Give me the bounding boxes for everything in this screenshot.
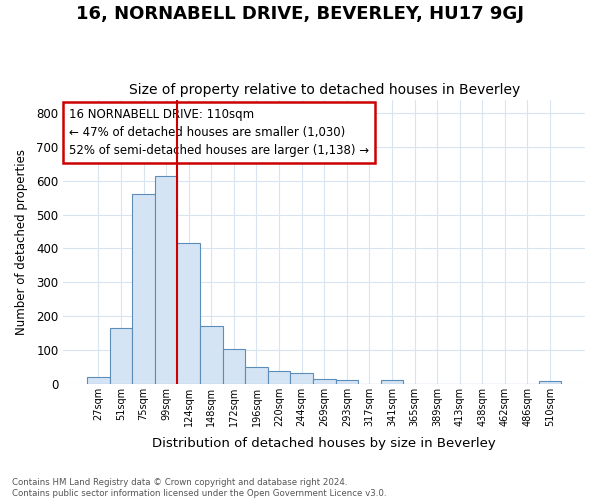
- Bar: [245, 367, 268, 384]
- X-axis label: Distribution of detached houses by size in Beverley: Distribution of detached houses by size …: [152, 437, 496, 450]
- Title: Size of property relative to detached houses in Beverley: Size of property relative to detached ho…: [128, 83, 520, 97]
- Bar: [380, 380, 403, 384]
- Bar: [223, 349, 245, 384]
- Bar: [110, 328, 133, 384]
- Text: 16, NORNABELL DRIVE, BEVERLEY, HU17 9GJ: 16, NORNABELL DRIVE, BEVERLEY, HU17 9GJ: [76, 5, 524, 23]
- Text: Contains HM Land Registry data © Crown copyright and database right 2024.
Contai: Contains HM Land Registry data © Crown c…: [12, 478, 386, 498]
- Bar: [268, 371, 290, 384]
- Y-axis label: Number of detached properties: Number of detached properties: [15, 148, 28, 334]
- Bar: [87, 377, 110, 384]
- Bar: [133, 194, 155, 384]
- Bar: [178, 244, 200, 384]
- Bar: [155, 176, 178, 384]
- Bar: [335, 380, 358, 384]
- Bar: [200, 326, 223, 384]
- Bar: [290, 372, 313, 384]
- Bar: [539, 381, 561, 384]
- Text: 16 NORNABELL DRIVE: 110sqm
← 47% of detached houses are smaller (1,030)
52% of s: 16 NORNABELL DRIVE: 110sqm ← 47% of deta…: [68, 108, 369, 157]
- Bar: [313, 378, 335, 384]
